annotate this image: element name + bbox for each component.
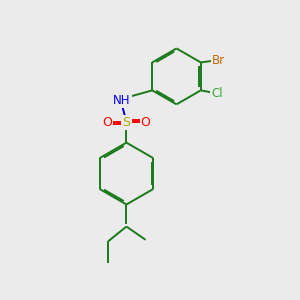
Text: O: O <box>141 116 151 128</box>
Text: Cl: Cl <box>211 87 223 100</box>
Text: S: S <box>122 116 130 128</box>
Text: O: O <box>102 116 112 128</box>
Text: Br: Br <box>212 54 225 68</box>
Text: NH: NH <box>113 94 131 107</box>
